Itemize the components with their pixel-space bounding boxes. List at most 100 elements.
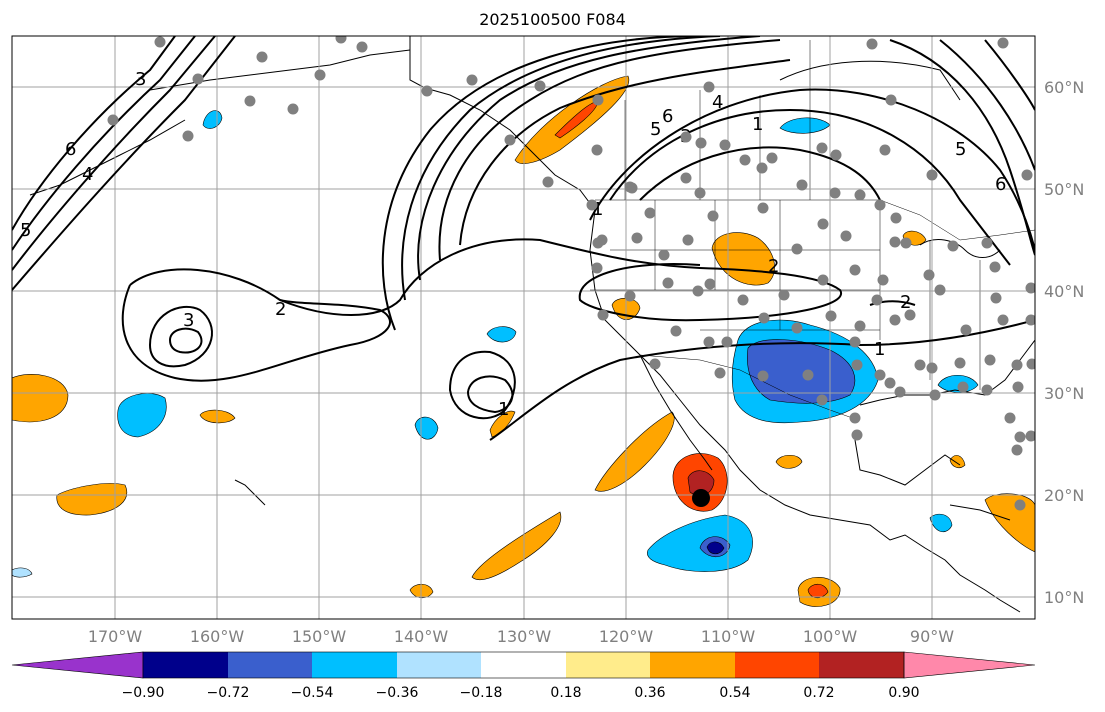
colorbar-tick-label: −0.36 bbox=[376, 685, 419, 701]
negative-anomaly-region bbox=[117, 393, 167, 438]
contour-label: 1 bbox=[592, 199, 603, 220]
contour-label: 5 bbox=[955, 139, 966, 160]
station-marker bbox=[802, 369, 814, 381]
us-mexico-border bbox=[639, 354, 859, 421]
station-marker bbox=[592, 94, 604, 106]
station-marker bbox=[586, 199, 598, 211]
station-marker bbox=[766, 152, 778, 164]
station-marker bbox=[954, 357, 966, 369]
storm-center-marker bbox=[692, 489, 710, 507]
station-marker bbox=[1011, 359, 1023, 371]
strong-positive-anomaly-region bbox=[807, 583, 829, 599]
colorbar-segment bbox=[397, 652, 481, 678]
station-marker bbox=[737, 294, 749, 306]
negative-anomaly-region bbox=[12, 567, 33, 578]
station-marker bbox=[597, 309, 609, 321]
station-marker bbox=[926, 169, 938, 181]
alaska-coast bbox=[149, 49, 411, 91]
contour-line bbox=[639, 146, 881, 201]
station-marker bbox=[192, 73, 204, 85]
contour-line bbox=[939, 39, 1035, 171]
contour-label: 6 bbox=[662, 106, 673, 127]
station-marker bbox=[624, 290, 636, 302]
longitude-label: 170°W bbox=[88, 627, 143, 646]
longitude-label: 140°W bbox=[394, 627, 449, 646]
station-marker bbox=[670, 325, 682, 337]
negative-anomaly-region bbox=[929, 513, 953, 532]
colorbar-max-extension bbox=[903, 651, 1036, 679]
station-marker bbox=[1012, 381, 1024, 393]
colorbar-tick-label: 0.36 bbox=[634, 685, 665, 701]
map-frame bbox=[11, 35, 1036, 620]
contour-line bbox=[417, 36, 761, 281]
colorbar-tick-label: 0.18 bbox=[550, 685, 581, 701]
station-marker bbox=[817, 218, 829, 230]
us-canada-border bbox=[595, 199, 1035, 241]
contour-label: 5 bbox=[20, 220, 31, 241]
station-marker bbox=[1014, 431, 1026, 443]
contour-label: 1 bbox=[752, 114, 763, 135]
contour-line bbox=[401, 36, 721, 301]
contour-line bbox=[148, 305, 213, 368]
station-marker bbox=[624, 181, 636, 193]
contour-label: 1 bbox=[498, 399, 509, 420]
station-marker bbox=[849, 264, 861, 276]
very-strong-negative-anomaly-region bbox=[706, 541, 725, 555]
station-marker bbox=[1026, 358, 1035, 370]
contour-line bbox=[12, 36, 236, 291]
station-marker bbox=[1025, 430, 1035, 442]
station-marker bbox=[504, 134, 516, 146]
contour-label: 3 bbox=[183, 310, 194, 331]
contour-label: 3 bbox=[135, 69, 146, 90]
station-marker bbox=[1004, 412, 1016, 424]
station-marker bbox=[662, 277, 674, 289]
negative-anomaly-region bbox=[486, 326, 517, 343]
baja-peninsula bbox=[639, 354, 713, 471]
station-marker bbox=[778, 289, 790, 301]
colorbar: −0.90 −0.72 −0.54 −0.36 −0.18 0.18 0.36 … bbox=[11, 651, 1036, 701]
contour-line bbox=[589, 88, 1035, 251]
contours bbox=[12, 36, 1035, 441]
station-marker bbox=[682, 234, 694, 246]
contour-line bbox=[466, 375, 514, 414]
station-marker bbox=[990, 292, 1002, 304]
station-marker bbox=[707, 210, 719, 222]
station-marker bbox=[791, 322, 803, 334]
contour-line bbox=[438, 39, 781, 261]
colorbar-segment bbox=[481, 652, 566, 678]
station-marker bbox=[866, 38, 878, 50]
station-marker bbox=[900, 237, 912, 249]
positive-anomaly-region bbox=[12, 374, 69, 423]
station-marker bbox=[596, 234, 608, 246]
contour-label: 2 bbox=[900, 292, 911, 313]
longitude-label: 150°W bbox=[292, 627, 347, 646]
station-marker bbox=[877, 274, 889, 286]
contour-line bbox=[984, 39, 1035, 111]
station-marker bbox=[816, 394, 828, 406]
station-marker bbox=[981, 237, 993, 249]
station-marker bbox=[904, 309, 916, 321]
north-america-coastline bbox=[409, 36, 1021, 613]
contour-line bbox=[459, 59, 791, 246]
station-marker bbox=[631, 232, 643, 244]
colorbar-segment bbox=[566, 652, 650, 678]
station-marker bbox=[649, 358, 661, 370]
aleutian-islands bbox=[29, 119, 186, 196]
station-marker bbox=[997, 314, 1009, 326]
station-marker bbox=[851, 429, 863, 441]
station-marker bbox=[658, 249, 670, 261]
station-marker bbox=[816, 142, 828, 154]
positive-anomaly-region bbox=[949, 455, 966, 469]
station-marker bbox=[914, 359, 926, 371]
latitude-label: 10°N bbox=[1044, 588, 1084, 607]
coastlines bbox=[29, 36, 1035, 613]
map-area[interactable]: 5 6 4 3 6 5 4 1 6 5 2 3 2 1 2 1 1 3 bbox=[12, 33, 1038, 620]
latitude-label: 20°N bbox=[1044, 486, 1084, 505]
map-title: 2025100500 F084 bbox=[479, 10, 626, 29]
station-marker bbox=[791, 243, 803, 255]
great-lakes bbox=[919, 239, 1001, 258]
yucatan-coast bbox=[854, 439, 961, 486]
colorbar-segment bbox=[735, 652, 819, 678]
station-marker bbox=[879, 144, 891, 156]
station-marker bbox=[885, 94, 897, 106]
